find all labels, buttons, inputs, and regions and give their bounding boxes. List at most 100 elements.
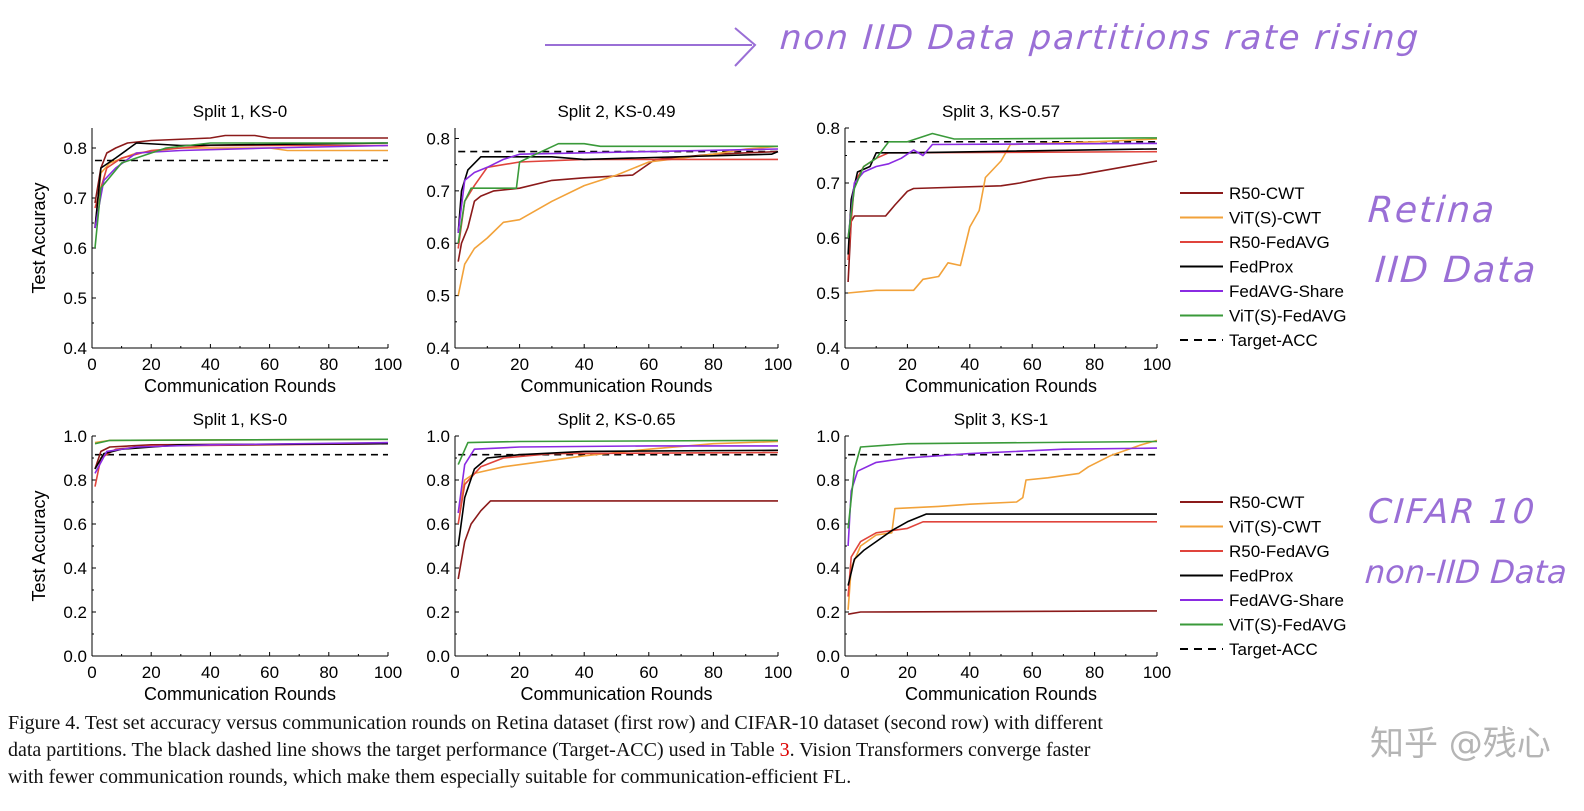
legend-label: ViT(S)-CWT — [1229, 209, 1321, 228]
handwritten-cifar-note: CIFAR 10 — [1366, 492, 1538, 532]
x-tick-label: 40 — [960, 663, 979, 682]
series-line-fedprox — [847, 513, 1157, 586]
x-axis-label: Communication Rounds — [520, 684, 712, 704]
y-axis-label: Test Accuracy — [29, 182, 49, 293]
x-tick-label: 100 — [764, 663, 792, 682]
series-line-r50-fedavg — [457, 158, 778, 249]
x-axis-label: Communication Rounds — [905, 376, 1097, 396]
x-tick-label: 40 — [575, 355, 594, 374]
series-line-r50-fedavg — [847, 520, 1157, 597]
x-tick-label: 60 — [1023, 355, 1042, 374]
x-tick-label: 0 — [840, 663, 849, 682]
chart-panel: 0 20 40 60 80 100 0.4 0.5 0.6 0.7 0.8 Split 1, KS-0… — [29, 102, 402, 396]
series-line-r50-cwt — [847, 160, 1158, 283]
series-line-vit-s-cwt — [457, 145, 779, 296]
y-tick-label: 0.2 — [63, 603, 87, 622]
chart-panel: 0 20 40 60 80 100 0.0 0.2 0.4 0.6 0.8 1.0 Split 3, K… — [816, 410, 1171, 704]
x-tick-label: 80 — [319, 355, 338, 374]
x-tick-label: 0 — [87, 355, 96, 374]
x-tick-label: 100 — [374, 355, 402, 374]
legend-label: ViT(S)-FedAVG — [1229, 616, 1346, 635]
x-tick-label: 80 — [1085, 663, 1104, 682]
series-line-vit-s-fedavg — [94, 438, 389, 445]
handwritten-retina-note: Retina — [1366, 190, 1498, 231]
x-tick-label: 60 — [639, 355, 658, 374]
series-line-vit-s-fedavg — [847, 440, 1158, 529]
x-tick-label: 0 — [450, 663, 459, 682]
series-line-r50-cwt — [94, 134, 388, 204]
series-line-fedprox — [94, 142, 389, 229]
y-tick-label: 0.6 — [816, 515, 840, 534]
chart-title: Split 2, KS-0.49 — [557, 102, 675, 121]
chart-title: Split 2, KS-0.65 — [557, 410, 675, 429]
y-tick-label: 0.7 — [63, 189, 87, 208]
x-tick-label: 20 — [898, 663, 917, 682]
legend-label: Target-ACC — [1229, 640, 1318, 659]
x-tick-label: 60 — [1023, 663, 1042, 682]
y-tick-label: 0.4 — [816, 559, 840, 578]
y-tick-label: 0.6 — [816, 229, 840, 248]
x-tick-label: 60 — [260, 355, 279, 374]
legend-label: R50-FedAVG — [1229, 233, 1330, 252]
y-tick-label: 0.6 — [426, 515, 450, 534]
x-axis-label: Communication Rounds — [144, 376, 336, 396]
x-tick-label: 0 — [450, 355, 459, 374]
y-tick-label: 0.8 — [63, 471, 87, 490]
y-tick-label: 0.0 — [426, 647, 450, 666]
y-tick-label: 0.7 — [426, 182, 450, 201]
x-tick-label: 20 — [510, 355, 529, 374]
legend-label: ViT(S)-CWT — [1229, 518, 1321, 537]
y-tick-label: 1.0 — [426, 427, 450, 446]
legend-label: FedAVG-Share — [1229, 591, 1344, 610]
chart-title: Split 1, KS-0 — [193, 102, 288, 121]
x-tick-label: 40 — [960, 355, 979, 374]
chart-panel: 0 20 40 60 80 100 0.0 0.2 0.4 0.6 0.8 1.0 Split 1, K… — [29, 410, 402, 704]
series-line-r50-fedavg — [457, 451, 779, 525]
y-tick-label: 0.4 — [426, 339, 450, 358]
y-axis-label: Test Accuracy — [29, 490, 49, 601]
caption-line-3: with fewer communication rounds, which m… — [8, 766, 852, 788]
x-tick-label: 80 — [319, 663, 338, 682]
x-axis-label: Communication Rounds — [520, 376, 712, 396]
legend-label: R50-FedAVG — [1229, 542, 1330, 561]
x-tick-label: 20 — [142, 355, 161, 374]
y-tick-label: 0.4 — [816, 339, 840, 358]
x-tick-label: 100 — [764, 355, 792, 374]
y-tick-label: 0.5 — [63, 289, 87, 308]
y-tick-label: 0.8 — [426, 471, 450, 490]
series-line-fedprox — [457, 150, 779, 233]
x-tick-label: 60 — [639, 663, 658, 682]
y-tick-label: 1.0 — [63, 427, 87, 446]
chart-panel: 0 20 40 60 80 100 0.4 0.5 0.6 0.7 0.8 Split 2, KS-0… — [426, 102, 792, 396]
handwritten-noniid-note: non-IID Data — [1363, 553, 1569, 591]
chart-title: Split 3, KS-1 — [954, 410, 1049, 429]
series-line-r50-fedavg — [94, 144, 388, 209]
y-tick-label: 0.4 — [63, 339, 87, 358]
legend-label: ViT(S)-FedAVG — [1229, 307, 1346, 326]
chart-panel: 0 20 40 60 80 100 0.4 0.5 0.6 0.7 0.8 Split 3, KS-0… — [816, 102, 1171, 396]
x-tick-label: 100 — [374, 663, 402, 682]
x-tick-label: 40 — [575, 663, 594, 682]
y-tick-label: 0.5 — [426, 287, 450, 306]
table-reference-link[interactable]: 3 — [779, 739, 790, 761]
x-tick-label: 100 — [1143, 355, 1171, 374]
legend-label: R50-CWT — [1229, 493, 1305, 512]
y-tick-label: 0.6 — [63, 239, 87, 258]
y-tick-label: 0.8 — [426, 129, 450, 148]
x-tick-label: 40 — [201, 663, 220, 682]
y-tick-label: 0.5 — [816, 284, 840, 303]
y-tick-label: 0.6 — [63, 515, 87, 534]
y-tick-label: 0.2 — [426, 603, 450, 622]
series-line-r50-cwt — [457, 500, 778, 580]
legend-label: Target-ACC — [1229, 331, 1318, 350]
y-tick-label: 0.7 — [816, 174, 840, 193]
chart-title: Split 1, KS-0 — [193, 410, 288, 429]
y-tick-label: 0.8 — [816, 119, 840, 138]
legend-label: FedProx — [1229, 567, 1294, 586]
y-tick-label: 0.6 — [426, 234, 450, 253]
caption-line-2: data partitions. The black dashed line s… — [8, 737, 1408, 764]
series-line-vit-s-fedavg — [847, 132, 1158, 239]
x-tick-label: 100 — [1143, 663, 1171, 682]
handwritten-arrow-note: non IID Data partitions rate rising — [778, 18, 1422, 58]
legend-label: FedAVG-Share — [1229, 282, 1344, 301]
